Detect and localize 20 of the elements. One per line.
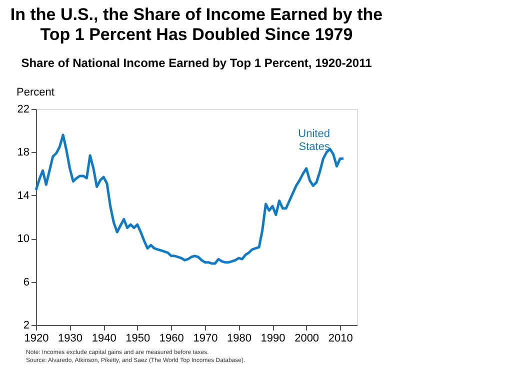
chart-title: In the U.S., the Share of Income Earned by the Top 1 Percent Has Doubled Since 1979	[10, 5, 383, 44]
x-tick-label: 1950	[126, 332, 150, 344]
x-tick-label: 2000	[294, 332, 320, 344]
y-tick-label: 18	[17, 146, 30, 159]
x-tick-label: 1940	[92, 332, 116, 344]
y-tick-label: 22	[17, 104, 30, 116]
y-tick-label: 10	[17, 233, 30, 246]
x-tick-label: 1930	[58, 332, 83, 344]
x-tick-label: 1960	[159, 332, 184, 344]
x-tick-label: 1920	[24, 332, 49, 344]
y-axis-title: Percent	[16, 86, 54, 98]
y-tick-label: 14	[17, 190, 30, 202]
chart-subtitle: Share of National Income Earned by Top 1 Percent, 1920-2011	[21, 56, 372, 70]
x-tick-label: 2010	[328, 332, 353, 344]
series-label: United States	[298, 128, 330, 153]
x-tick-label: 1970	[193, 332, 218, 344]
x-tick-label: 1980	[226, 332, 252, 344]
y-tick-label: 2	[23, 320, 30, 332]
x-tick-label: 1990	[260, 332, 286, 344]
y-tick-label: 6	[23, 276, 30, 288]
